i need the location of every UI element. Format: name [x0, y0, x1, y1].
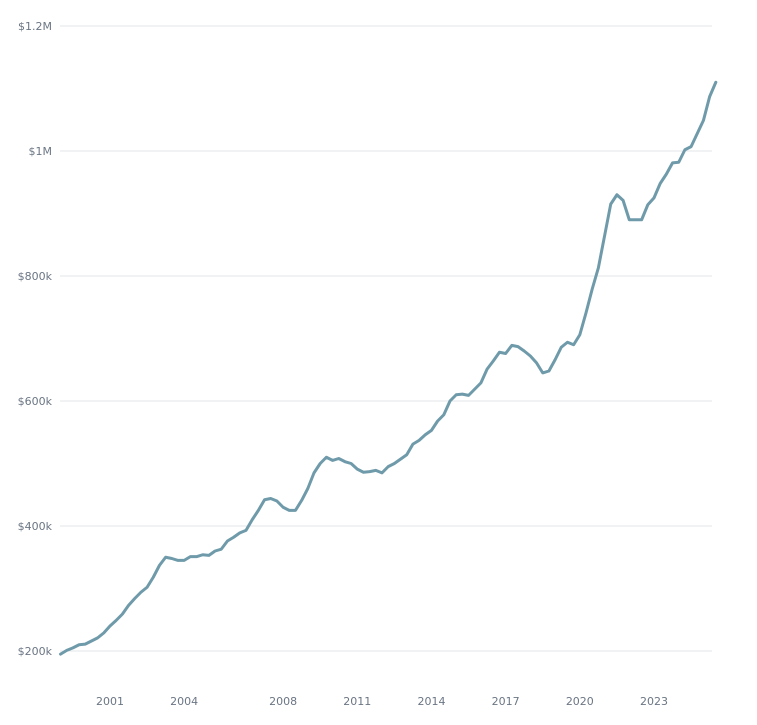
y-tick-label: $400k — [18, 520, 53, 533]
x-tick-label: 2023 — [640, 695, 668, 708]
y-tick-label: $1M — [29, 145, 53, 158]
x-tick-label: 2004 — [170, 695, 198, 708]
x-tick-label: 2001 — [96, 695, 124, 708]
y-tick-label: $800k — [18, 270, 53, 283]
x-tick-label: 2020 — [566, 695, 594, 708]
y-tick-label: $200k — [18, 645, 53, 658]
y-tick-label: $1.2M — [18, 20, 52, 33]
grid-lines — [60, 25, 712, 652]
x-axis-tick-labels: 2001 2004 2008 2011 2014 2017 2020 2023 — [96, 695, 668, 708]
series-line-0 — [59, 80, 718, 656]
y-axis-tick-labels: $200k $400k $600k $800k $1M $1.2M — [18, 20, 53, 658]
y-tick-label: $600k — [18, 395, 53, 408]
x-tick-label: 2014 — [417, 695, 445, 708]
x-tick-label: 2008 — [269, 695, 297, 708]
x-tick-label: 2017 — [492, 695, 520, 708]
series-layer — [59, 80, 718, 656]
x-tick-label: 2011 — [343, 695, 371, 708]
